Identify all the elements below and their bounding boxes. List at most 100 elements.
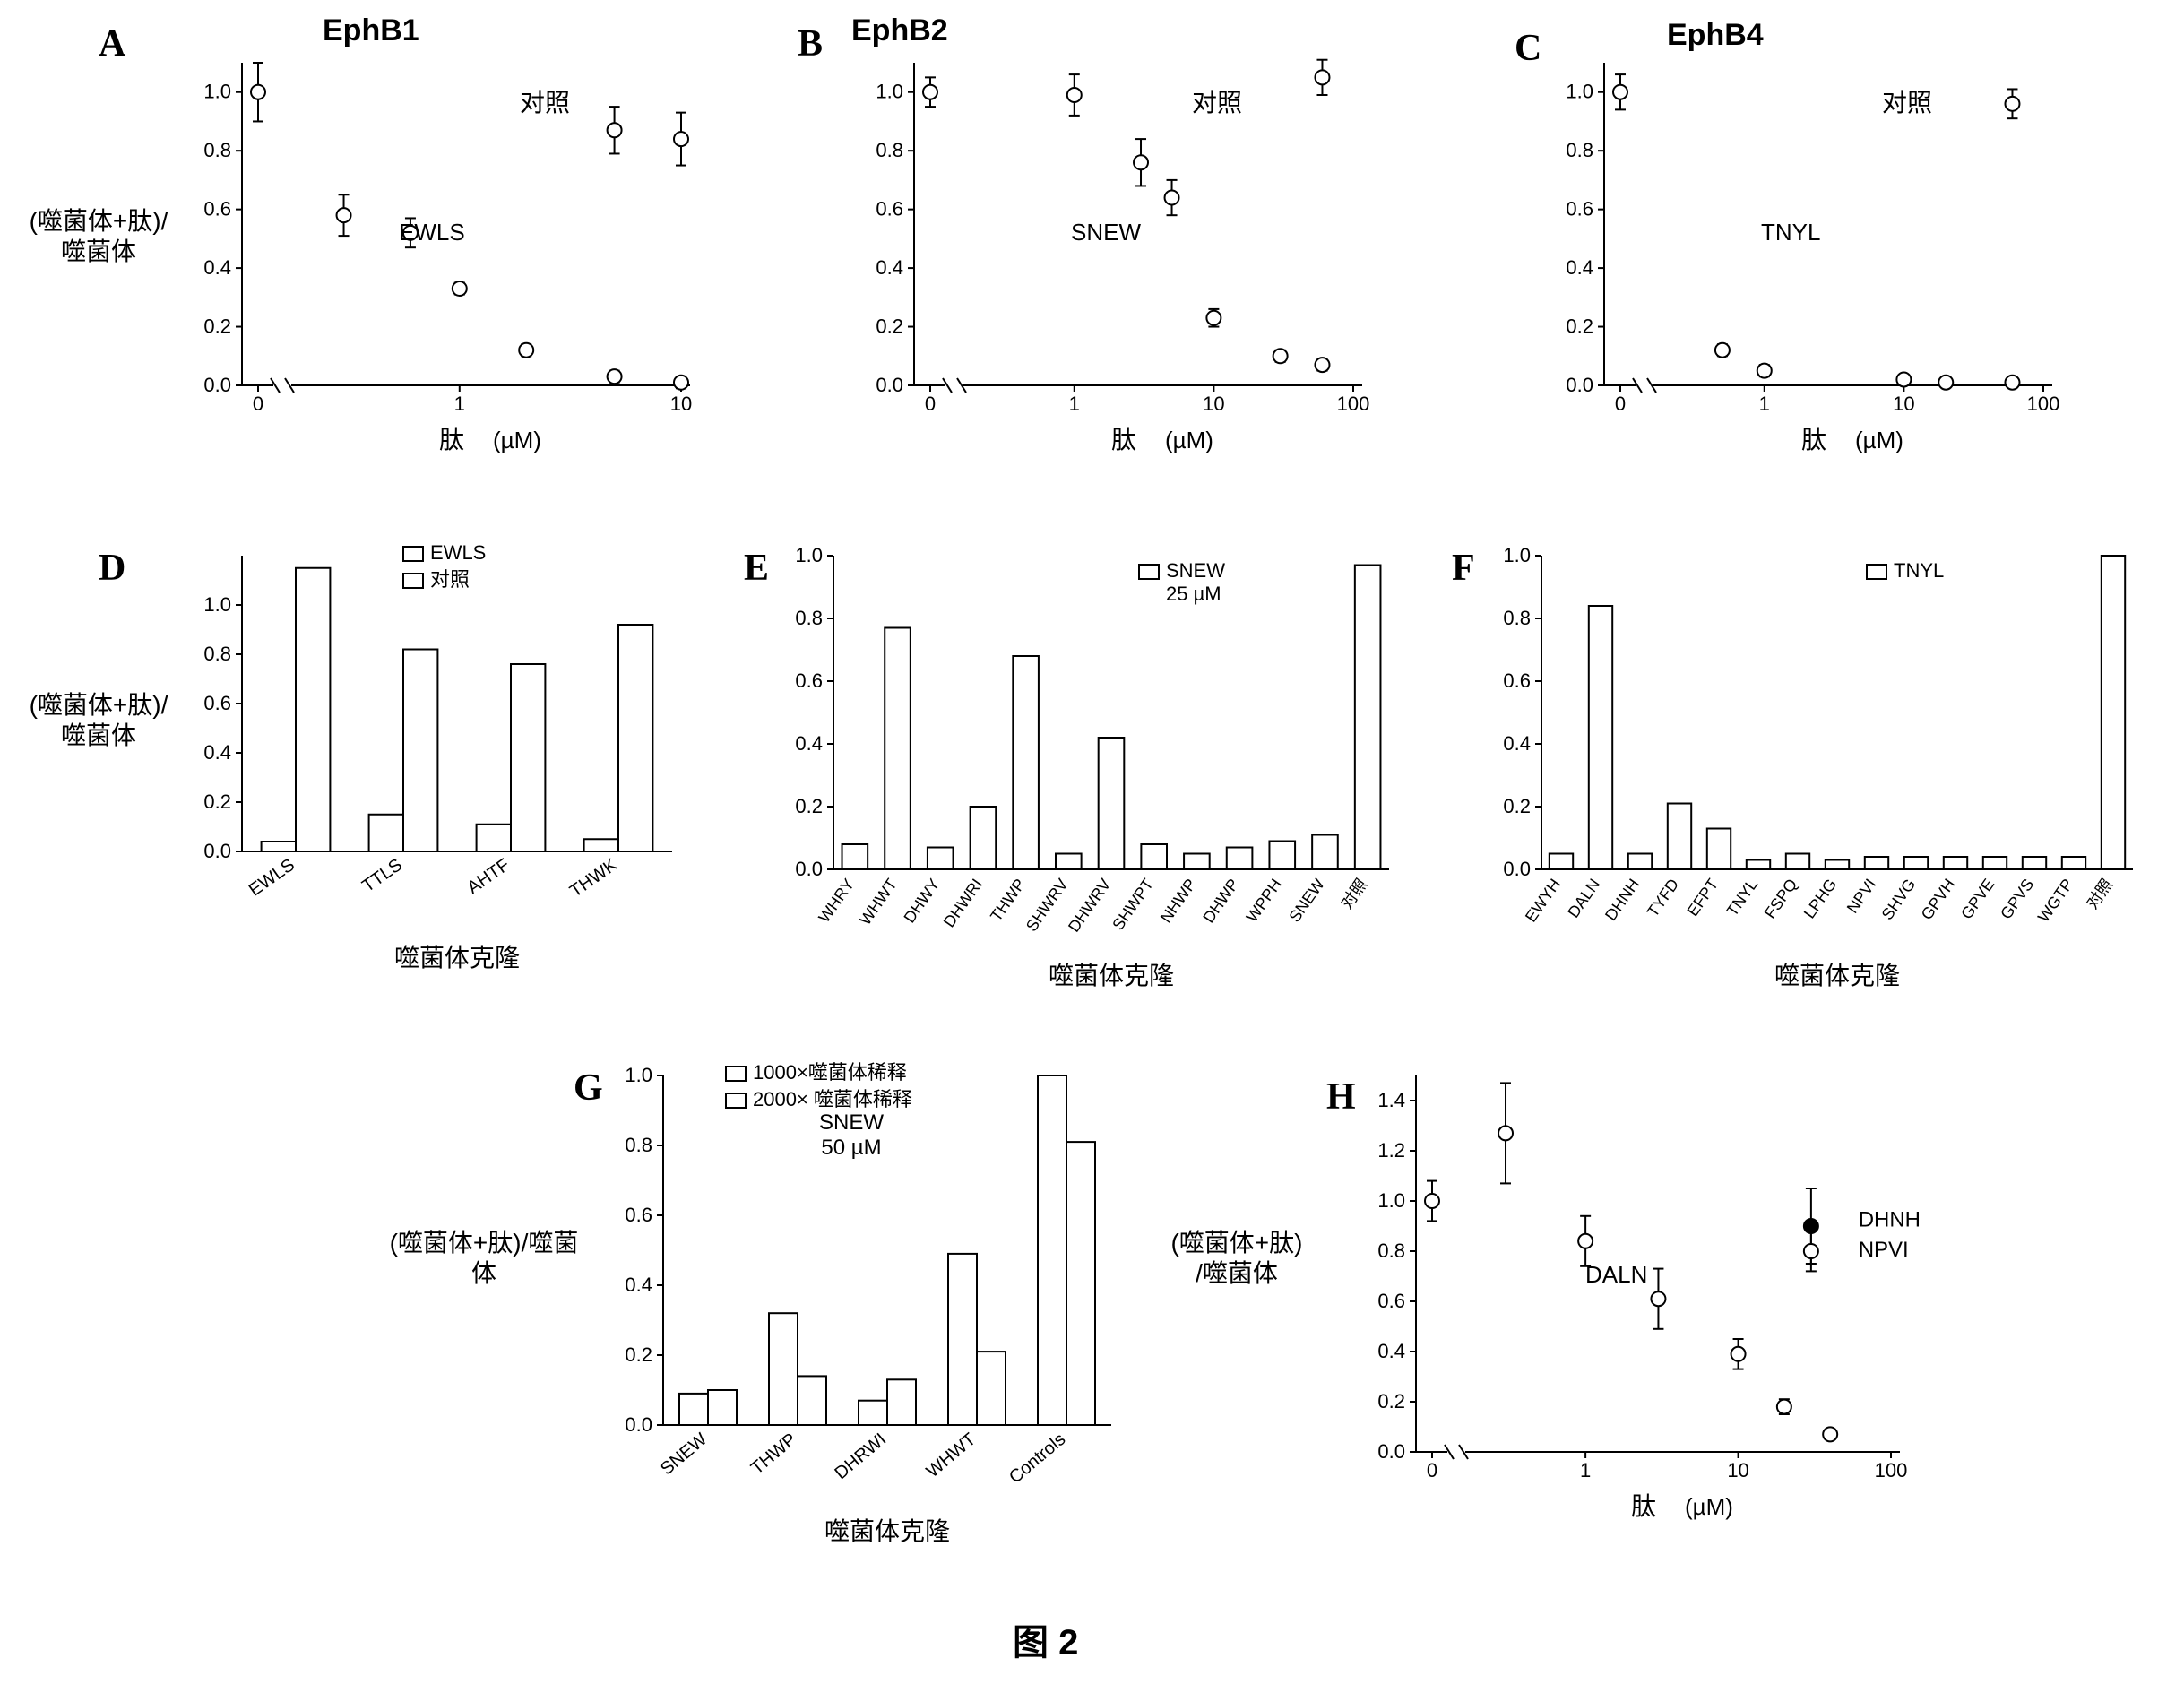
svg-text:EWLS: EWLS xyxy=(430,541,486,564)
svg-text:1.2: 1.2 xyxy=(1377,1139,1405,1162)
svg-text:TNYL: TNYL xyxy=(1723,876,1762,920)
panel-title-a: EphB1 xyxy=(323,13,419,48)
svg-text:1.0: 1.0 xyxy=(876,81,903,103)
svg-text:100: 100 xyxy=(2027,393,2060,415)
svg-text:TNYL: TNYL xyxy=(1894,559,1944,582)
svg-text:0.0: 0.0 xyxy=(625,1413,652,1436)
panel-c: C EphB4 0.00.20.40.60.81.00110100TNYL对照肽… xyxy=(1550,36,2070,466)
svg-text:10: 10 xyxy=(670,393,692,415)
figure-container: (噬菌体+肽)/噬菌体 (噬菌体+肽)/噬菌体 (噬菌体+肽)/噬菌体 (噬菌体… xyxy=(0,0,2184,1693)
svg-text:FSPQ: FSPQ xyxy=(1761,876,1800,922)
panel-letter-c: C xyxy=(1515,27,1541,70)
svg-text:GPVE: GPVE xyxy=(1957,876,1998,922)
svg-text:LPHG: LPHG xyxy=(1800,876,1841,922)
svg-text:100: 100 xyxy=(1875,1459,1908,1481)
svg-text:1: 1 xyxy=(454,393,465,415)
svg-text:0.6: 0.6 xyxy=(876,198,903,220)
ylabel-g: (噬菌体+肽)/噬菌体 xyxy=(385,1228,583,1288)
panel-a: A EphB1 0.00.20.40.60.81.00110EWLS对照肽(µM… xyxy=(188,36,708,466)
svg-text:DHNH: DHNH xyxy=(1601,876,1643,924)
svg-text:0.0: 0.0 xyxy=(203,374,231,396)
svg-text:SNEW: SNEW xyxy=(1071,219,1141,246)
svg-text:SHVG: SHVG xyxy=(1878,876,1920,923)
svg-text:TTLS: TTLS xyxy=(358,855,406,896)
svg-text:0.4: 0.4 xyxy=(1377,1340,1405,1362)
svg-text:(µM): (µM) xyxy=(1855,427,1903,453)
svg-text:0.8: 0.8 xyxy=(876,139,903,161)
svg-text:0.2: 0.2 xyxy=(876,315,903,338)
svg-text:噬菌体克隆: 噬菌体克隆 xyxy=(1774,962,1900,989)
chart-a: 0.00.20.40.60.81.00110EWLS对照肽(µM) xyxy=(188,36,708,466)
svg-text:1.0: 1.0 xyxy=(795,544,823,566)
svg-text:EWLS: EWLS xyxy=(399,219,465,246)
panel-letter-a: A xyxy=(99,22,125,65)
svg-text:SNEW: SNEW xyxy=(1166,559,1225,582)
svg-text:肽: 肽 xyxy=(1631,1492,1656,1520)
svg-text:THWP: THWP xyxy=(747,1430,800,1479)
panel-letter-h: H xyxy=(1326,1075,1356,1119)
svg-text:SHWPT: SHWPT xyxy=(1109,876,1157,934)
svg-text:0.4: 0.4 xyxy=(795,732,823,755)
svg-text:TNYL: TNYL xyxy=(1761,219,1820,246)
svg-text:EWYH: EWYH xyxy=(1522,876,1564,926)
svg-text:WPPH: WPPH xyxy=(1243,876,1285,926)
ylabel-row2: (噬菌体+肽)/噬菌体 xyxy=(18,690,179,750)
svg-text:DHWRV: DHWRV xyxy=(1065,876,1114,936)
svg-text:10: 10 xyxy=(1727,1459,1748,1481)
svg-text:TYFD: TYFD xyxy=(1644,876,1682,920)
svg-text:0.2: 0.2 xyxy=(203,790,231,813)
svg-text:0.4: 0.4 xyxy=(203,741,231,764)
svg-text:EWLS: EWLS xyxy=(246,855,298,901)
svg-text:1000×噬菌体稀释: 1000×噬菌体稀释 xyxy=(753,1061,907,1084)
svg-text:0.6: 0.6 xyxy=(795,669,823,692)
svg-text:DHWP: DHWP xyxy=(1199,876,1242,927)
chart-h: 0.00.20.40.60.81.01.21.40110100DALNDHNHN… xyxy=(1362,1049,1918,1533)
svg-text:NPVI: NPVI xyxy=(1843,876,1879,917)
svg-text:2000× 噬菌体稀释: 2000× 噬菌体稀释 xyxy=(753,1088,912,1110)
svg-text:100: 100 xyxy=(1337,393,1370,415)
svg-text:噬菌体克隆: 噬菌体克隆 xyxy=(394,944,520,972)
svg-text:0.0: 0.0 xyxy=(1503,858,1531,880)
svg-text:噬菌体克隆: 噬菌体克隆 xyxy=(1049,962,1174,989)
svg-text:WHWT: WHWT xyxy=(856,876,901,929)
panel-d: D 0.00.20.40.60.81.0EWLSTTLSAHTFTHWKEWLS… xyxy=(188,529,690,977)
svg-text:0.6: 0.6 xyxy=(1566,198,1593,220)
panel-letter-g: G xyxy=(574,1067,603,1110)
svg-text:0.2: 0.2 xyxy=(1566,315,1593,338)
svg-text:(µM): (µM) xyxy=(493,427,541,453)
svg-text:SNEW: SNEW xyxy=(1285,876,1327,926)
svg-text:0.2: 0.2 xyxy=(1503,795,1531,817)
svg-text:1.0: 1.0 xyxy=(1503,544,1531,566)
svg-text:0.2: 0.2 xyxy=(625,1343,652,1366)
svg-text:0.2: 0.2 xyxy=(795,795,823,817)
svg-text:0.2: 0.2 xyxy=(1377,1390,1405,1412)
svg-text:对照: 对照 xyxy=(520,89,570,117)
svg-text:1: 1 xyxy=(1069,393,1080,415)
svg-text:对照: 对照 xyxy=(1192,89,1242,117)
svg-text:SNEW: SNEW xyxy=(657,1430,711,1479)
panel-letter-f: F xyxy=(1452,547,1475,590)
svg-text:0: 0 xyxy=(1615,393,1626,415)
svg-text:0.8: 0.8 xyxy=(795,607,823,629)
svg-text:对照: 对照 xyxy=(2083,876,2116,912)
svg-text:0.0: 0.0 xyxy=(1566,374,1593,396)
svg-text:NPVI: NPVI xyxy=(1859,1238,1909,1262)
svg-text:AHTF: AHTF xyxy=(463,855,513,898)
figure-caption: 图 2 xyxy=(1013,1613,1078,1665)
svg-text:肽: 肽 xyxy=(1801,426,1826,453)
svg-text:0.2: 0.2 xyxy=(203,315,231,338)
panel-b: B EphB2 0.00.20.40.60.81.00110100SNEW对照肽… xyxy=(860,36,1380,466)
panel-f: F 0.00.20.40.60.81.0EWYHDALNDHNHTYFDEFPT… xyxy=(1488,529,2151,995)
svg-text:0.6: 0.6 xyxy=(203,198,231,220)
svg-text:0.6: 0.6 xyxy=(1503,669,1531,692)
svg-text:DALN: DALN xyxy=(1585,1261,1647,1288)
svg-text:50 µM: 50 µM xyxy=(821,1136,881,1160)
chart-c: 0.00.20.40.60.81.00110100TNYL对照肽(µM) xyxy=(1550,36,2070,466)
panel-letter-d: D xyxy=(99,547,125,590)
svg-text:1: 1 xyxy=(1580,1459,1591,1481)
svg-text:(µM): (µM) xyxy=(1165,427,1213,453)
panel-title-b: EphB2 xyxy=(851,13,948,48)
svg-text:0.8: 0.8 xyxy=(1566,139,1593,161)
svg-text:DALN: DALN xyxy=(1564,876,1603,921)
ylabel-h: (噬菌体+肽) /噬菌体 xyxy=(1147,1228,1326,1288)
